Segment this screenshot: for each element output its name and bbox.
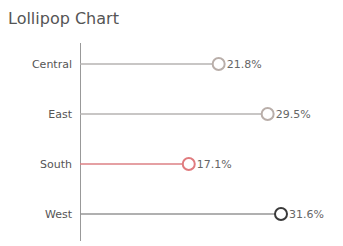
lollipop-head [183, 158, 195, 170]
marks [80, 58, 287, 220]
tick-label: Central [32, 58, 72, 71]
tick: East [48, 108, 80, 121]
stem [80, 213, 281, 215]
data-label: 29.5% [276, 108, 311, 121]
stem [80, 63, 219, 65]
lollipop-head [262, 108, 274, 120]
stem [80, 163, 189, 165]
tick: South [40, 158, 80, 171]
lollipop-head [213, 58, 225, 70]
axis-line [80, 43, 81, 241]
data-label: 31.6% [289, 208, 324, 221]
title: Lollipop Chart [8, 9, 119, 28]
lollipop-head [275, 208, 287, 220]
data-label: 21.8% [227, 58, 262, 71]
y-axis: Central East South West [32, 43, 81, 241]
stem [80, 113, 268, 115]
chart: Lollipop ChartCentralEastSouthWest21.8%2… [0, 0, 343, 246]
tick-label: West [45, 208, 73, 221]
data-label: 17.1% [197, 158, 232, 171]
tick: Central [32, 58, 80, 71]
data-labels: 21.8% 29.5% 17.1% 31.6% [197, 58, 324, 221]
tick-label: East [48, 108, 72, 121]
tick: West [45, 208, 80, 221]
tick-label: South [40, 158, 72, 171]
